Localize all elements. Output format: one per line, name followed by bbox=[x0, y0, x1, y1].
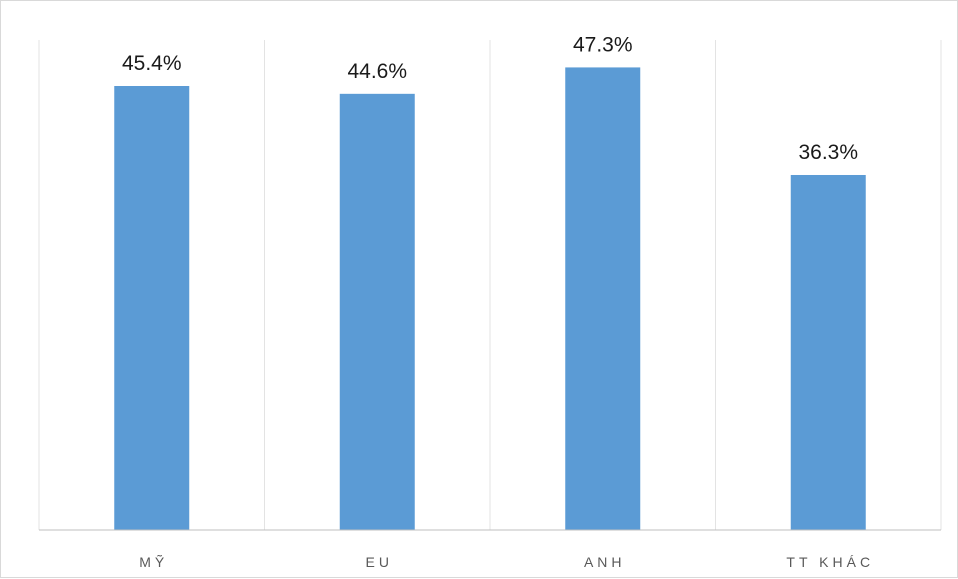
bar-2 bbox=[565, 67, 641, 530]
category-label-1: EU bbox=[366, 554, 393, 570]
data-labels-group: 45.4% 44.6% 47.3% 36.3% bbox=[122, 33, 858, 164]
category-separators bbox=[38, 40, 942, 530]
data-label-3: 36.3% bbox=[798, 141, 858, 164]
bar-1 bbox=[339, 93, 415, 530]
category-labels-group: MỸ EU ANH TT KHÁC bbox=[139, 554, 874, 570]
category-label-0: MỸ bbox=[139, 554, 168, 570]
category-label-2: ANH bbox=[584, 554, 626, 570]
bar-3 bbox=[790, 174, 866, 530]
data-label-2: 47.3% bbox=[573, 33, 633, 56]
category-label-3: TT KHÁC bbox=[786, 554, 874, 570]
data-label-1: 44.6% bbox=[347, 60, 407, 83]
bar-0 bbox=[114, 86, 190, 530]
bars-group bbox=[114, 67, 866, 530]
data-label-0: 45.4% bbox=[122, 52, 182, 75]
